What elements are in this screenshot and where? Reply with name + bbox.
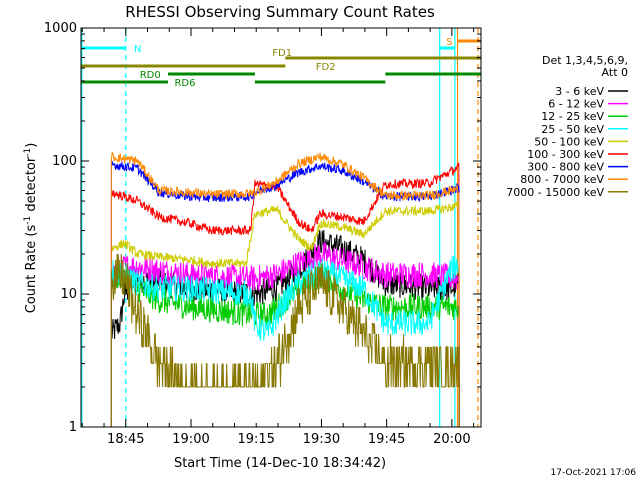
y-tick-label-3: 1000 bbox=[44, 21, 77, 36]
legend-label-8: 7000 - 15000 keV bbox=[506, 186, 604, 199]
legend-header-line1: Det 1,3,4,5,6,9, bbox=[542, 54, 628, 67]
legend-label-0: 3 - 6 keV bbox=[555, 85, 604, 98]
legend-label-2: 12 - 25 keV bbox=[541, 110, 604, 123]
status-bar-label-rd0: RD0 bbox=[140, 70, 161, 81]
status-bar-label-fd2: FD2 bbox=[316, 62, 336, 73]
series-line-2 bbox=[110, 262, 460, 428]
legend-label-6: 300 - 800 keV bbox=[527, 161, 604, 174]
y-tick-label-0: 1 bbox=[69, 420, 77, 435]
x-tick-label-2: 19:15 bbox=[237, 432, 274, 447]
footer-timestamp: 17-Oct-2021 17:06 bbox=[551, 468, 637, 478]
plot-frame bbox=[80, 27, 482, 428]
y-tick-label-2: 100 bbox=[52, 154, 77, 169]
legend-label-4: 50 - 100 keV bbox=[534, 135, 604, 148]
legend-label-1: 6 - 12 keV bbox=[548, 98, 604, 111]
legend-label-5: 100 - 300 keV bbox=[527, 148, 604, 161]
status-bar-label-n: N bbox=[134, 44, 141, 55]
x-tick-label-0: 18:45 bbox=[107, 432, 144, 447]
status-bar-label-s: S bbox=[446, 37, 452, 48]
status-bar-label-rd6: RD6 bbox=[174, 78, 195, 89]
x-axis-label: Start Time (14-Dec-10 18:34:42) bbox=[174, 456, 386, 471]
legend-header-line2: Att 0 bbox=[602, 66, 628, 79]
x-tick-label-4: 19:45 bbox=[368, 432, 405, 447]
x-tick-label-5: 20:00 bbox=[433, 432, 470, 447]
series-line-3 bbox=[110, 255, 460, 428]
x-tick-label-3: 19:30 bbox=[303, 432, 340, 447]
legend-label-7: 800 - 7000 keV bbox=[520, 173, 604, 186]
x-tick-label-1: 19:00 bbox=[172, 432, 209, 447]
y-axis-label: Count Rate (s-1 detector-1) bbox=[23, 143, 39, 314]
series-line-5 bbox=[110, 161, 460, 428]
series-line-8 bbox=[110, 253, 460, 428]
status-bar-label-fd1: FD1 bbox=[272, 48, 292, 59]
series-line-1 bbox=[110, 241, 460, 428]
chart-title: RHESSI Observing Summary Count Rates bbox=[125, 3, 435, 21]
series-line-4 bbox=[110, 201, 460, 428]
series-line-7 bbox=[110, 151, 460, 428]
legend-label-3: 25 - 50 keV bbox=[541, 123, 604, 136]
y-tick-label-1: 10 bbox=[60, 287, 77, 302]
axis-ticks: 1 10 100 1000 18:45 19:00 19:15 19:30 19:45 20:00 bbox=[44, 21, 481, 447]
plot-area: N S FD1 FD2 RD0 RD6 bbox=[81, 28, 481, 428]
series-line-6 bbox=[110, 160, 460, 428]
